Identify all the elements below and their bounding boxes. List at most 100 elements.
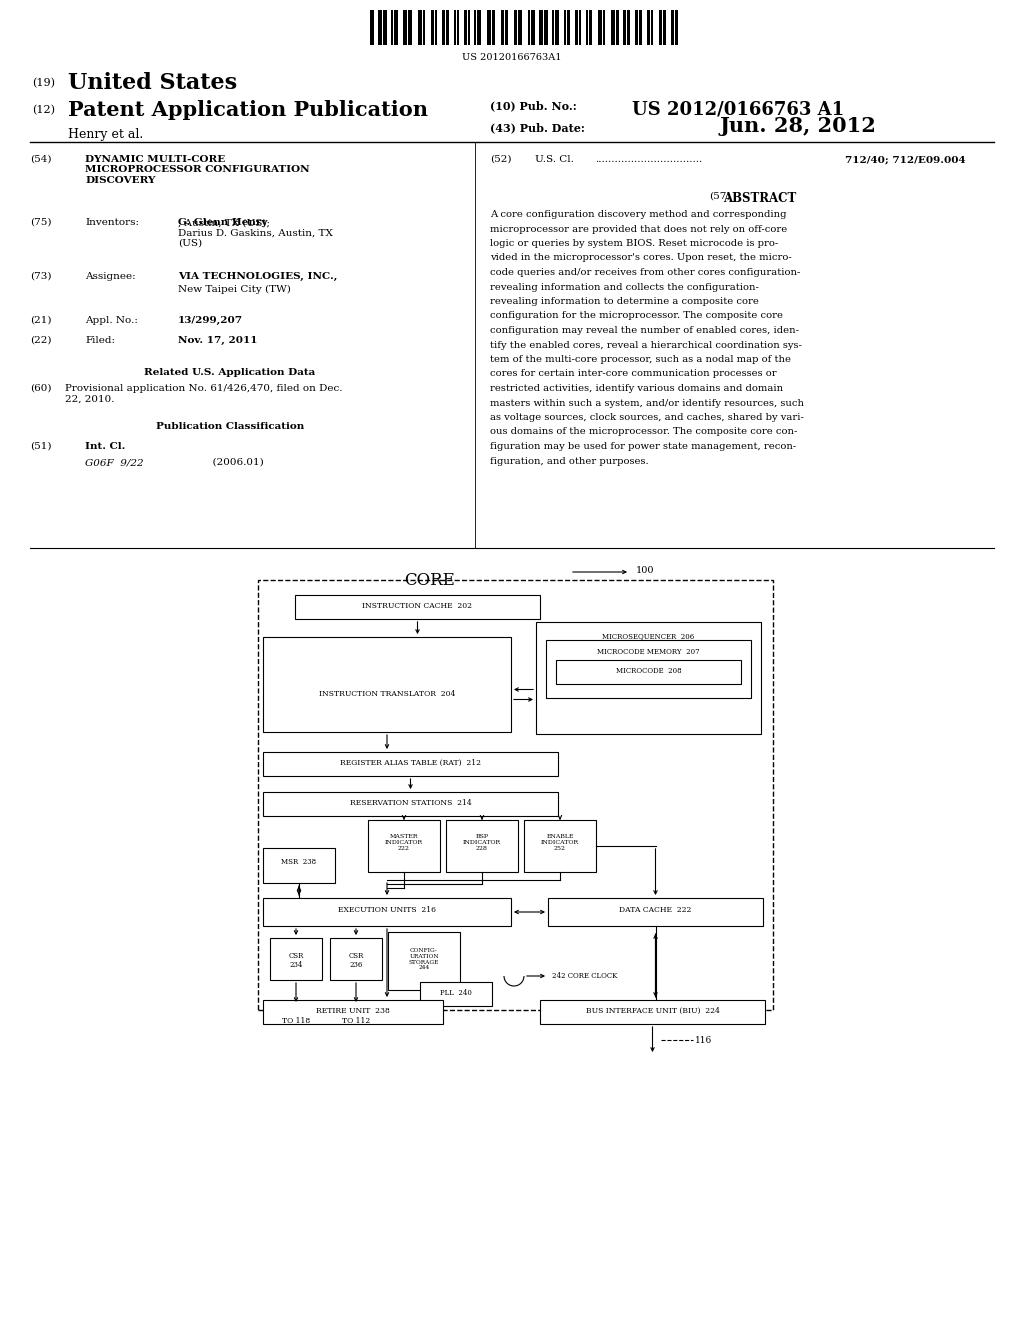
Bar [544, 11, 548, 45]
Bar [263, 752, 558, 776]
Text: 712/40; 712/E09.004: 712/40; 712/E09.004 [845, 154, 966, 164]
Text: (52): (52) [490, 154, 512, 164]
Bar [647, 11, 650, 45]
Text: (22): (22) [30, 337, 51, 345]
Text: PLL  240: PLL 240 [440, 989, 472, 997]
Text: revealing information and collects the configuration-: revealing information and collects the c… [490, 282, 759, 292]
Text: 13/299,207: 13/299,207 [178, 315, 243, 325]
Bar [586, 11, 588, 45]
Text: logic or queries by system BIOS. Reset microcode is pro-: logic or queries by system BIOS. Reset m… [490, 239, 778, 248]
Text: Appl. No.:: Appl. No.: [85, 315, 138, 325]
Text: microprocessor are provided that does not rely on off-core: microprocessor are provided that does no… [490, 224, 787, 234]
Bar [258, 579, 773, 1010]
Text: (60): (60) [30, 384, 51, 393]
Text: (10) Pub. No.:: (10) Pub. No.: [490, 100, 577, 111]
Text: US 2012/0166763 A1: US 2012/0166763 A1 [632, 100, 844, 117]
Text: Patent Application Publication: Patent Application Publication [68, 100, 428, 120]
Bar [598, 11, 602, 45]
Text: Int. Cl.: Int. Cl. [85, 442, 125, 451]
Text: Related U.S. Application Data: Related U.S. Application Data [144, 368, 315, 378]
Bar [556, 660, 741, 684]
Text: CORE: CORE [404, 572, 456, 589]
Text: Provisional application No. 61/426,470, filed on Dec.
22, 2010.: Provisional application No. 61/426,470, … [65, 384, 342, 404]
Text: United States: United States [68, 73, 238, 94]
Bar [540, 1001, 765, 1024]
Bar [531, 11, 535, 45]
Text: G06F  9/22: G06F 9/22 [85, 458, 143, 467]
Bar [442, 11, 445, 45]
Text: US 20120166763A1: US 20120166763A1 [462, 53, 562, 62]
Text: MICROCODE MEMORY  207: MICROCODE MEMORY 207 [597, 648, 699, 656]
Bar [552, 11, 554, 45]
Bar [492, 11, 495, 45]
Text: tify the enabled cores, reveal a hierarchical coordination sys-: tify the enabled cores, reveal a hierarc… [490, 341, 802, 350]
Bar [418, 11, 422, 45]
Bar [370, 11, 374, 45]
Text: BSP
INDICATOR
228: BSP INDICATOR 228 [463, 834, 501, 850]
Bar [468, 11, 470, 45]
Text: EXECUTION UNITS  216: EXECUTION UNITS 216 [338, 906, 436, 913]
Bar [457, 11, 459, 45]
Text: A core configuration discovery method and corresponding: A core configuration discovery method an… [490, 210, 786, 219]
Text: TO 118: TO 118 [282, 1016, 310, 1026]
Text: code queries and/or receives from other cores configuration-: code queries and/or receives from other … [490, 268, 801, 277]
Bar [539, 11, 543, 45]
Bar [474, 11, 476, 45]
Bar [388, 932, 460, 990]
Text: U.S. Cl.: U.S. Cl. [535, 154, 573, 164]
Text: Filed:: Filed: [85, 337, 115, 345]
Text: (51): (51) [30, 442, 51, 451]
Bar [464, 11, 467, 45]
Text: (73): (73) [30, 272, 51, 281]
Bar [263, 1001, 443, 1024]
Bar [501, 11, 504, 45]
Text: New Taipei City (TW): New Taipei City (TW) [178, 285, 291, 294]
Text: Inventors:: Inventors: [85, 218, 139, 227]
Text: (19): (19) [32, 78, 55, 88]
Bar [564, 11, 566, 45]
Text: Jun. 28, 2012: Jun. 28, 2012 [720, 116, 877, 136]
Text: (54): (54) [30, 154, 51, 164]
Bar [603, 11, 605, 45]
Text: TO 112: TO 112 [342, 1016, 370, 1026]
Bar [639, 11, 642, 45]
Text: INSTRUCTION CACHE  202: INSTRUCTION CACHE 202 [362, 602, 472, 610]
Text: (75): (75) [30, 218, 51, 227]
Bar [378, 11, 382, 45]
Bar [454, 11, 456, 45]
Text: MICROSEQUENCER  206: MICROSEQUENCER 206 [602, 632, 694, 640]
Bar [555, 11, 559, 45]
Text: ENABLE
INDICATOR
252: ENABLE INDICATOR 252 [541, 834, 579, 850]
Bar [524, 820, 596, 873]
Text: MICROCODE  208: MICROCODE 208 [615, 667, 681, 675]
Bar [330, 939, 382, 979]
Text: restricted activities, identify various domains and domain: restricted activities, identify various … [490, 384, 783, 393]
Text: figuration may be used for power state management, recon-: figuration may be used for power state m… [490, 442, 797, 451]
Text: RESERVATION STATIONS  214: RESERVATION STATIONS 214 [349, 799, 471, 807]
Text: MASTER
INDICATOR
222: MASTER INDICATOR 222 [385, 834, 423, 850]
Bar [575, 11, 578, 45]
Text: Nov. 17, 2011: Nov. 17, 2011 [178, 337, 257, 345]
Bar [263, 898, 511, 927]
Text: 116: 116 [694, 1036, 712, 1045]
Text: .................................: ................................. [595, 154, 702, 164]
Text: 100: 100 [636, 566, 654, 576]
Text: configuration for the microprocessor. The composite core: configuration for the microprocessor. Th… [490, 312, 783, 321]
Bar [477, 11, 481, 45]
Bar [446, 820, 518, 873]
Bar [263, 638, 511, 733]
Bar [616, 11, 618, 45]
Bar [270, 939, 322, 979]
Bar [391, 11, 393, 45]
Text: RETIRE UNIT  238: RETIRE UNIT 238 [316, 1007, 390, 1015]
Bar [263, 792, 558, 816]
Text: ous domains of the microprocessor. The composite core con-: ous domains of the microprocessor. The c… [490, 428, 798, 437]
Bar [435, 11, 437, 45]
Bar [675, 11, 678, 45]
Text: (12): (12) [32, 106, 55, 115]
Bar [514, 11, 517, 45]
Bar [423, 11, 425, 45]
Text: (21): (21) [30, 315, 51, 325]
Bar [408, 11, 412, 45]
Text: (2006.01): (2006.01) [180, 458, 264, 467]
